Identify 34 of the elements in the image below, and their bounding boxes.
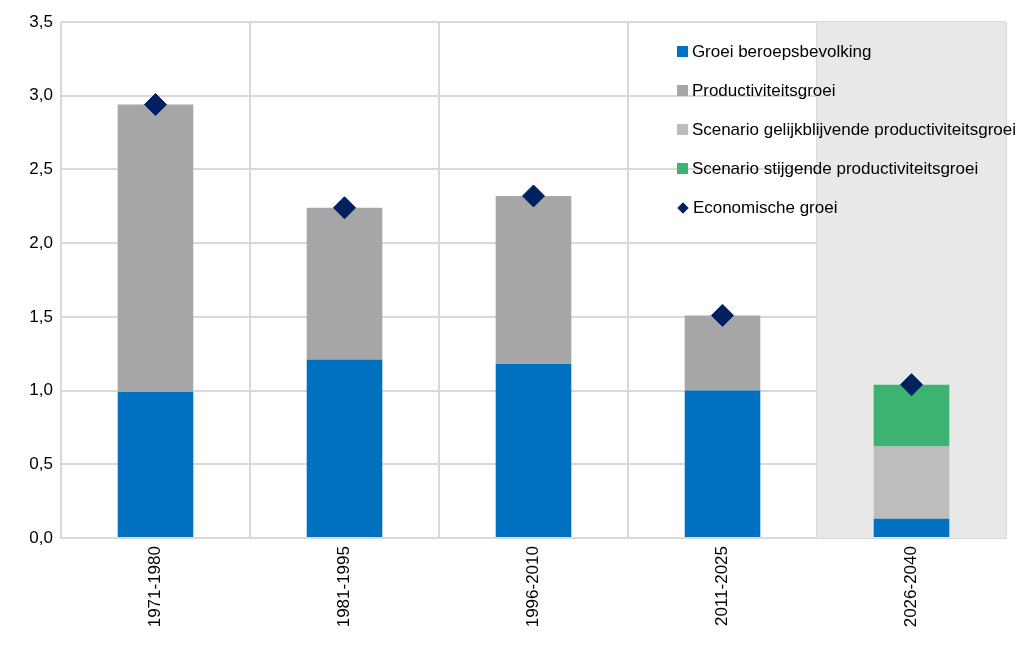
point <box>522 184 545 208</box>
y-tick-label: 0,0 <box>29 527 53 547</box>
x-tick-label: 1981-1995 <box>334 546 354 628</box>
legend-label: Productiviteitsgroei <box>691 80 836 101</box>
bar <box>873 384 950 447</box>
y-tick-label: 1,0 <box>29 380 53 400</box>
point <box>900 373 923 397</box>
bar <box>495 364 572 537</box>
y-tick-label: 0,5 <box>29 453 53 473</box>
y-tick-label: 1,5 <box>29 306 53 326</box>
bar <box>684 315 761 391</box>
x-tick-label: 1971-1980 <box>145 546 165 628</box>
point <box>144 93 167 117</box>
bar <box>684 390 761 537</box>
legend-label: Groei beroepsbevolking <box>691 41 872 62</box>
x-tick-label: 2011-2025 <box>712 546 732 627</box>
legend-label: Scenario gelijkblijvende productiviteitsgroei <box>691 119 1016 140</box>
bar <box>306 359 383 537</box>
y-tick-label: 2,5 <box>29 159 53 179</box>
point <box>333 196 356 220</box>
x-tick-label: 1996-2010 <box>523 546 543 628</box>
y-tick-label: 2,0 <box>29 232 53 252</box>
legend-label: Economische groei <box>692 197 838 218</box>
bar <box>117 392 194 537</box>
bar <box>873 518 950 537</box>
x-tick-label: 2026-2040 <box>901 546 921 628</box>
bar <box>117 104 194 393</box>
y-tick-label: 3,5 <box>29 11 53 31</box>
bar <box>873 446 950 519</box>
legend-label: Scenario stijgende productiviteitsgroei <box>691 158 979 179</box>
y-tick-label: 3,0 <box>29 85 53 105</box>
bar <box>306 207 383 360</box>
bar <box>495 195 572 365</box>
point <box>711 303 734 327</box>
